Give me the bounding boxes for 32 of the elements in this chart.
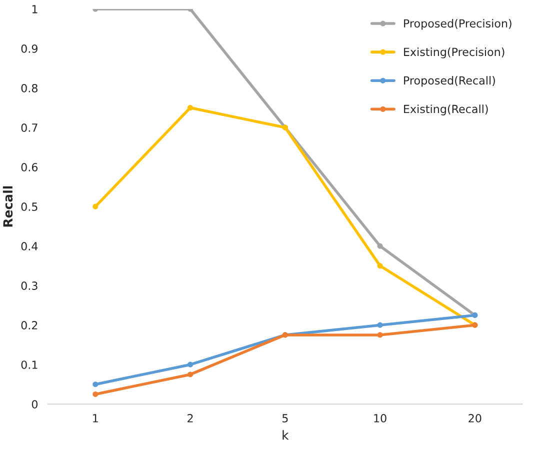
y-tick-label: 0.7 (21, 123, 38, 132)
y-tick-label: 0.8 (21, 84, 38, 92)
point (377, 322, 383, 328)
point (377, 263, 383, 269)
y-tick-label: 0.5 (21, 202, 38, 211)
y-tick-label: 1 (32, 5, 38, 14)
legend-label: Existing(Precision) (404, 48, 504, 58)
point (188, 372, 194, 378)
y-tick-label: 0.9 (21, 44, 38, 53)
legend-label: Existing(Recall) (404, 104, 488, 116)
point (188, 362, 194, 368)
point (92, 204, 98, 210)
y-tick-label: 0.3 (21, 282, 38, 290)
x-tick-label: 2 (188, 414, 193, 422)
y-axis-title: Recall (2, 186, 13, 227)
point (92, 382, 98, 388)
y-tick-label: 0.1 (21, 360, 38, 369)
point (377, 243, 383, 249)
y-tick-label: 0.4 (21, 242, 38, 250)
x-tick-label: 1 (93, 414, 98, 422)
x-tick-label: 10 (374, 414, 386, 422)
x-tick-label: 20 (468, 414, 482, 422)
point (377, 332, 383, 338)
point (188, 104, 194, 111)
x-axis-title: k (282, 430, 289, 440)
y-tick-label: 0 (32, 400, 38, 408)
y-tick-label: 0.2 (21, 321, 38, 330)
legend-label: Proposed(Precision) (404, 18, 512, 30)
x-tick-label: 5 (282, 414, 288, 422)
point (92, 391, 98, 397)
y-tick-label: 0.6 (21, 163, 38, 172)
legend-label: Proposed(Recall) (404, 76, 495, 87)
